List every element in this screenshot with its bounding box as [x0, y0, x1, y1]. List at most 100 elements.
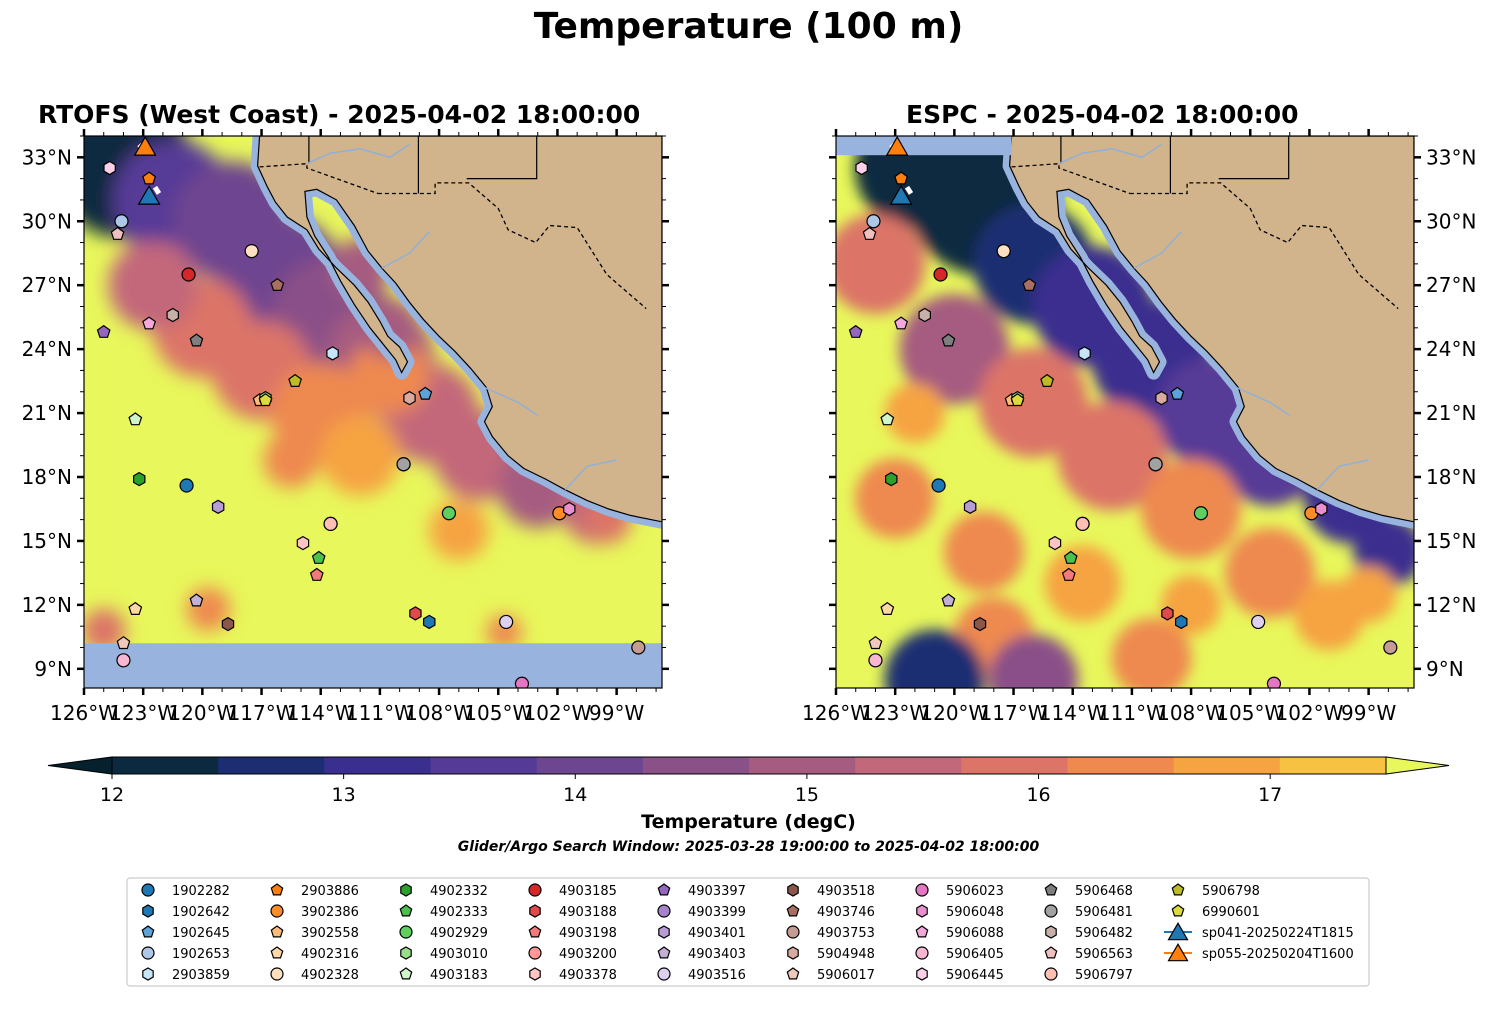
x-tick-label: 111°W — [1098, 701, 1166, 725]
float-5906482 — [918, 307, 932, 323]
border-line — [1129, 182, 1399, 310]
y-tick-label: 9°N — [1426, 657, 1464, 681]
legend-label: 5906023 — [946, 884, 1004, 899]
river-line — [564, 459, 617, 491]
x-tick-label: 117°W — [228, 701, 296, 725]
float-4903188 — [1161, 606, 1174, 621]
y-tick-label: 33°N — [22, 145, 72, 169]
legend-label: 5906797 — [1075, 968, 1133, 983]
legend-marker-4902332 — [400, 883, 412, 897]
legend-marker-5906023 — [915, 883, 929, 897]
y-tick-label: 24°N — [1426, 337, 1476, 361]
y-tick-label: 27°N — [22, 273, 72, 297]
temperature-patch — [1224, 527, 1315, 618]
y-tick-label: 15°N — [1426, 529, 1476, 553]
x-tick-label: 120°W — [168, 701, 236, 725]
legend-label: 4903401 — [688, 926, 746, 941]
x-tick-label: 126°W — [802, 701, 870, 725]
float-4902929 — [1193, 506, 1209, 521]
colorbar-tick-label: 16 — [1026, 784, 1050, 806]
legend-marker-5906482 — [1045, 925, 1057, 939]
legend-label: 5906048 — [946, 905, 1004, 920]
x-tick-label: 123°W — [861, 701, 929, 725]
legend-label: 5906017 — [817, 968, 875, 983]
legend-label: 4903188 — [559, 905, 617, 920]
float-4903198 — [1061, 567, 1076, 581]
x-tick-label: 108°W — [405, 701, 473, 725]
rtofs-axes: 126°W123°W120°W117°W114°W111°W108°W105°W… — [22, 129, 669, 725]
legend-label: sp041-20250224T1815 — [1202, 926, 1354, 941]
temperature-patch — [988, 634, 1079, 688]
y-tick-label: 33°N — [1426, 145, 1476, 169]
y-tick-label: 30°N — [22, 209, 72, 233]
state-border — [1218, 136, 1290, 180]
river-line — [381, 231, 430, 269]
legend-label: 4903397 — [688, 884, 746, 899]
legend-label: 4903200 — [559, 947, 617, 962]
glider-track — [904, 185, 914, 195]
float-5906088 — [142, 316, 157, 330]
legend-label: 4903010 — [430, 947, 488, 962]
colorbar-tick-label: 12 — [100, 784, 124, 806]
float-4903401 — [963, 499, 977, 514]
legend-label: 5906088 — [946, 926, 1004, 941]
river-line — [1236, 386, 1291, 416]
float-4902316 — [128, 601, 143, 616]
legend-marker-4903516 — [657, 967, 671, 981]
float-4903746 — [270, 277, 285, 291]
legend-marker-4903403 — [657, 946, 671, 959]
float-5906405 — [116, 653, 131, 668]
legend-label: 5906482 — [1075, 926, 1133, 941]
legend-marker-4903378 — [529, 967, 541, 981]
legend-marker-5906468 — [1044, 883, 1058, 896]
float-1902653 — [114, 214, 129, 229]
float-5906048 — [1315, 501, 1328, 517]
glider-sp041-20250224T1815 — [889, 184, 913, 205]
float-5906468 — [941, 333, 956, 347]
y-tick-label: 18°N — [1426, 465, 1476, 489]
float-5906563 — [110, 226, 125, 240]
float-1902642 — [1174, 614, 1188, 630]
border-line — [377, 182, 647, 310]
legend-marker-5906445 — [916, 967, 928, 981]
legend-marker-5904948 — [787, 946, 799, 960]
legend-marker-4903185 — [528, 883, 542, 897]
temperature-patch — [486, 614, 523, 651]
temperature-patch — [84, 608, 126, 653]
legend-label: 3902386 — [301, 905, 359, 920]
temperature-patch — [836, 213, 926, 314]
float-4903183 — [128, 412, 143, 426]
temperature-patch — [1057, 400, 1168, 511]
float-4902328 — [244, 243, 259, 259]
colorbar-over-extension — [1385, 756, 1450, 775]
state-border — [466, 136, 538, 180]
float-1902642 — [423, 614, 436, 630]
float-2903859 — [1078, 346, 1091, 361]
legend-label: 5906798 — [1202, 884, 1260, 899]
legend-marker-3902558 — [270, 925, 284, 938]
float-5906048 — [563, 501, 576, 517]
x-tick-label: 114°W — [1039, 701, 1107, 725]
float-5906088 — [894, 316, 909, 330]
float-4903183 — [880, 412, 895, 426]
legend-label: 4902929 — [430, 926, 488, 941]
legend-label: 5906468 — [1075, 884, 1133, 899]
float-2903886 — [142, 171, 157, 185]
legend-label: 2903859 — [172, 968, 230, 983]
legend-marker-4903200 — [528, 946, 542, 960]
legend-label: 4903198 — [559, 926, 617, 941]
legend-label: 4903746 — [817, 905, 875, 920]
float-4903378 — [1048, 535, 1062, 551]
legend-label: 2903886 — [301, 884, 359, 899]
legend-marker-2903859 — [142, 967, 154, 981]
border-line — [1011, 163, 1131, 195]
legend-marker-5906017 — [786, 967, 800, 980]
legend-marker-4903198 — [528, 925, 542, 938]
float-2903886 — [894, 171, 909, 185]
legend-label: 5906563 — [1075, 947, 1133, 962]
legend-label: 5906445 — [946, 968, 1004, 983]
colorbar-segment — [855, 757, 962, 774]
colorbar-under-extension — [47, 756, 113, 775]
legend-label: 4903399 — [688, 905, 746, 920]
glider-sp055-20250204T1600 — [885, 136, 909, 156]
